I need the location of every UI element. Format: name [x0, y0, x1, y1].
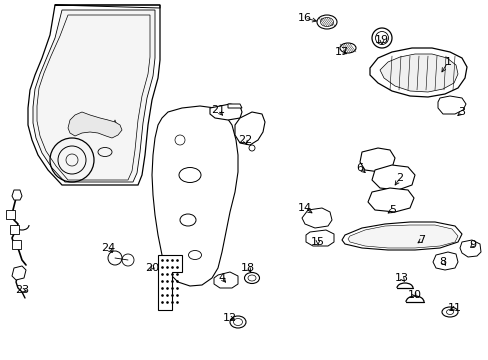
- Polygon shape: [347, 225, 457, 248]
- Text: 4: 4: [218, 273, 225, 283]
- Polygon shape: [235, 112, 264, 145]
- Text: 24: 24: [101, 243, 115, 253]
- Text: 14: 14: [297, 203, 311, 213]
- Polygon shape: [359, 148, 394, 172]
- Bar: [10, 225, 19, 234]
- Text: 10: 10: [407, 290, 421, 300]
- Polygon shape: [341, 222, 461, 250]
- Text: 21: 21: [210, 105, 224, 115]
- Polygon shape: [158, 255, 182, 310]
- Text: 1: 1: [444, 57, 450, 67]
- Text: 17: 17: [334, 47, 348, 57]
- Polygon shape: [432, 252, 457, 270]
- Polygon shape: [28, 5, 160, 185]
- Polygon shape: [37, 15, 150, 180]
- Text: 13: 13: [394, 273, 408, 283]
- Polygon shape: [227, 104, 242, 108]
- Polygon shape: [379, 54, 457, 92]
- Text: 19: 19: [374, 35, 388, 45]
- Polygon shape: [305, 230, 333, 246]
- Polygon shape: [459, 240, 480, 257]
- Text: 2: 2: [396, 173, 403, 183]
- Text: 12: 12: [223, 313, 237, 323]
- Polygon shape: [369, 48, 466, 97]
- Text: 9: 9: [468, 240, 476, 250]
- Text: 16: 16: [297, 13, 311, 23]
- Polygon shape: [437, 96, 465, 114]
- Polygon shape: [302, 208, 331, 228]
- Polygon shape: [12, 190, 22, 200]
- Polygon shape: [33, 10, 155, 182]
- Bar: [12, 240, 21, 249]
- Text: 11: 11: [447, 303, 461, 313]
- Text: 20: 20: [144, 263, 159, 273]
- Text: 6: 6: [356, 163, 363, 173]
- Text: 18: 18: [241, 263, 255, 273]
- Text: 23: 23: [15, 285, 29, 295]
- Text: 3: 3: [458, 107, 465, 117]
- Polygon shape: [367, 188, 413, 212]
- Text: 7: 7: [418, 235, 425, 245]
- Text: 15: 15: [310, 237, 325, 247]
- Polygon shape: [12, 266, 26, 280]
- Polygon shape: [214, 272, 238, 288]
- Polygon shape: [68, 112, 122, 138]
- Bar: [6, 210, 15, 219]
- Polygon shape: [209, 104, 242, 120]
- Text: 8: 8: [439, 257, 446, 267]
- Text: 22: 22: [237, 135, 252, 145]
- Polygon shape: [371, 165, 414, 190]
- Polygon shape: [152, 106, 238, 286]
- Text: 5: 5: [389, 205, 396, 215]
